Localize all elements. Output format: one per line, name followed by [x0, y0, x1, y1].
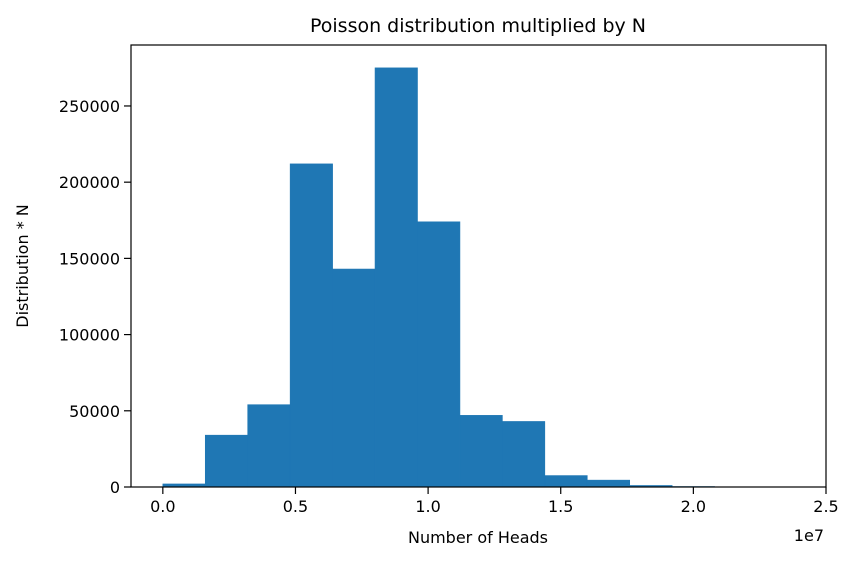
histogram-bar [545, 476, 587, 487]
x-tick-label: 2.0 [681, 497, 706, 516]
x-tick-label: 1.5 [548, 497, 573, 516]
x-tick-label: 1.0 [415, 497, 440, 516]
histogram-bar [205, 435, 247, 487]
y-tick-label: 50000 [69, 402, 120, 421]
x-tick-label: 2.5 [813, 497, 838, 516]
x-tick-label: 0.5 [283, 497, 308, 516]
y-tick-label: 0 [110, 478, 120, 497]
x-axis-label: Number of Heads [408, 528, 548, 547]
y-tick-label: 150000 [59, 249, 120, 268]
x-axis-offset-label: 1e7 [794, 526, 824, 545]
y-tick-label: 250000 [59, 97, 120, 116]
x-tick-label: 0.0 [150, 497, 175, 516]
histogram-bar [333, 269, 375, 487]
y-axis-ticks: 0 50000 100000 150000 200000 250000 [59, 97, 131, 497]
histogram-bar [417, 222, 459, 487]
histogram-bar [587, 480, 629, 487]
histogram-bar [502, 421, 544, 487]
histogram-bar [248, 405, 290, 487]
y-tick-label: 100000 [59, 326, 120, 345]
bars-group [163, 68, 800, 487]
histogram-bar [290, 164, 332, 487]
histogram-bar [460, 415, 502, 487]
y-tick-label: 200000 [59, 173, 120, 192]
chart-title: Poisson distribution multiplied by N [310, 15, 646, 37]
y-axis-label: Distribution * N [13, 204, 32, 327]
histogram-bar [375, 68, 417, 487]
x-axis-ticks: 0.0 0.5 1.0 1.5 2.0 2.5 [150, 487, 839, 516]
